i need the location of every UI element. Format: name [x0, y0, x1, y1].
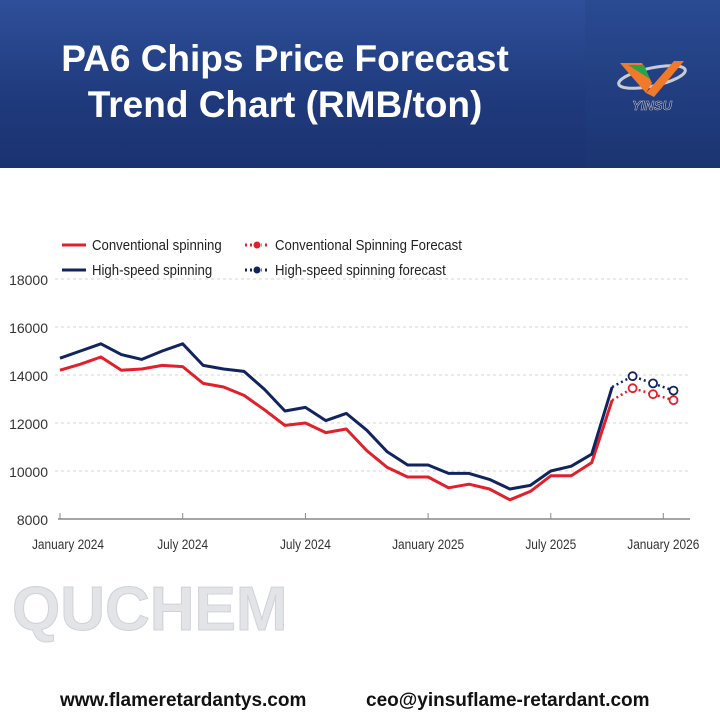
forecast-point: [668, 385, 679, 396]
title-line-2: Trend Chart (RMB/ton): [87, 84, 483, 125]
watermark: QUCHEM: [12, 575, 288, 644]
y-tick-label: 18000: [9, 272, 48, 288]
legend-label: Conventional spinning: [92, 236, 222, 253]
gridlines: [55, 278, 688, 472]
series-line-3: [611, 374, 674, 392]
yinsu-logo: YINSU: [617, 61, 687, 113]
legend-label: High-speed spinning forecast: [275, 261, 446, 278]
header-banner: PA6 Chips Price Forecast Trend Chart (RM…: [0, 0, 720, 168]
price-chart: QUCHEM 8000 10000 12000 14000 16000 18000 Janu…: [9, 236, 699, 644]
series-lines: [59, 342, 679, 502]
series-line-2: [611, 386, 674, 402]
x-tick-label: July 2024: [157, 536, 208, 552]
legend-marker: [252, 240, 262, 250]
legend-label: Conventional Spinning Forecast: [275, 236, 462, 253]
axes: 8000 10000 12000 14000 16000 18000 January 202…: [9, 272, 699, 552]
y-tick-label: 10000: [9, 464, 48, 480]
forecast-point: [627, 371, 638, 382]
title-line-1: PA6 Chips Price Forecast: [61, 38, 509, 79]
y-tick-label: 14000: [9, 368, 48, 384]
legend-marker: [252, 265, 262, 275]
footer-email[interactable]: ceo@yinsuflame-retardant.com: [366, 690, 650, 711]
forecast-point: [668, 395, 679, 406]
x-tick-label: July 2024: [280, 536, 331, 552]
y-tick-label: 12000: [9, 416, 48, 432]
forecast-point: [627, 383, 638, 394]
forecast-point: [648, 378, 658, 389]
series-line-0: [59, 355, 614, 502]
y-tick-label: 8000: [17, 512, 48, 528]
forecast-point: [648, 389, 658, 400]
x-tick-label: January 2025: [392, 536, 464, 552]
footer-website[interactable]: www.flameretardantys.com: [60, 690, 307, 711]
x-tick-label: January 2026: [627, 536, 699, 552]
x-tick-label: July 2025: [525, 536, 576, 552]
logo-text: YINSU: [632, 98, 672, 113]
legend-label: High-speed spinning: [92, 261, 212, 278]
header-logo-panel: [585, 0, 720, 168]
y-tick-label: 16000: [9, 320, 48, 336]
series-line-1: [59, 342, 614, 491]
page-title: PA6 Chips Price Forecast Trend Chart (RM…: [20, 36, 550, 128]
legend: Conventional spinning High-speed spinning…: [62, 236, 462, 278]
x-tick-label: January 2024: [32, 536, 104, 552]
